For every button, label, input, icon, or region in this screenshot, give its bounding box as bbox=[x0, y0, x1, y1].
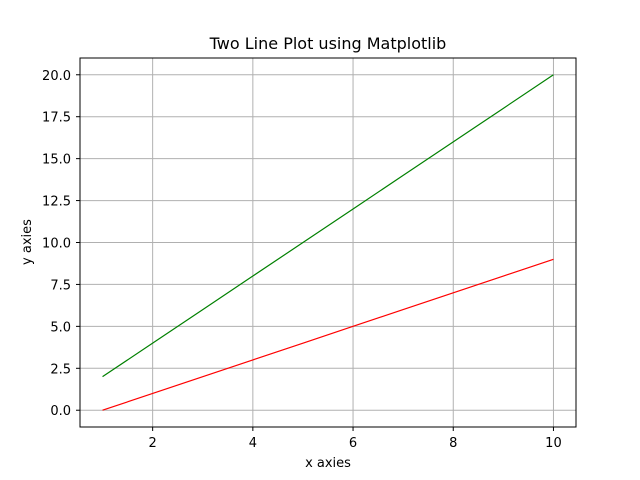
series-lines bbox=[102, 74, 554, 411]
y-tick-label: 10.0 bbox=[42, 237, 71, 252]
y-tick-label: 12.5 bbox=[42, 195, 71, 210]
y-tick-label: 0.0 bbox=[50, 404, 71, 419]
x-tick-label: 4 bbox=[249, 436, 257, 451]
chart-title: Two Line Plot using Matplotlib bbox=[209, 34, 447, 53]
y-tick-label: 15.0 bbox=[42, 153, 71, 168]
y-axis-label: y axies bbox=[20, 219, 35, 265]
y-tick-label: 5.0 bbox=[50, 320, 71, 335]
x-tick-label: 10 bbox=[545, 436, 562, 451]
y-tick-label: 17.5 bbox=[42, 111, 71, 126]
x-tick-label: 6 bbox=[349, 436, 357, 451]
x-axis-label: x axies bbox=[305, 456, 351, 471]
x-tick-label: 2 bbox=[149, 436, 157, 451]
x-axis: 2 4 6 8 10 bbox=[149, 427, 562, 451]
y-tick-label: 20.0 bbox=[42, 69, 71, 84]
y-axis: 0.0 2.5 5.0 7.5 10.0 12.5 15.0 17.5 20.0 bbox=[42, 69, 80, 419]
grid-lines bbox=[80, 58, 576, 427]
y-tick-label: 2.5 bbox=[50, 362, 71, 377]
series-line-1 bbox=[102, 74, 554, 378]
x-tick-label: 8 bbox=[449, 436, 457, 451]
y-tick-label: 7.5 bbox=[50, 278, 71, 293]
series-line-2 bbox=[102, 258, 554, 411]
